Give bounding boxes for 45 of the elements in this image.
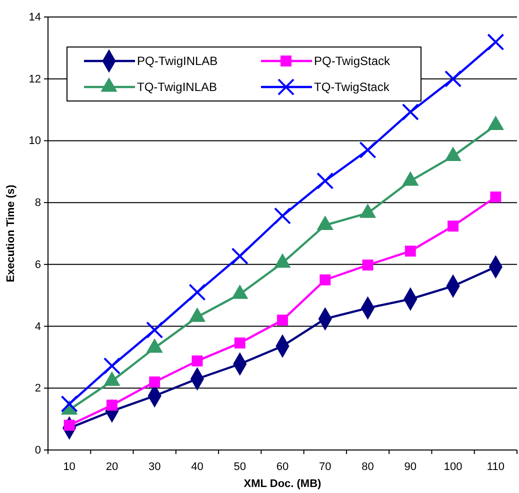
x-tick-label: 90 <box>404 460 417 473</box>
point <box>234 338 246 348</box>
x-tick-label: 100 <box>444 460 462 473</box>
y-tick-label: 10 <box>28 135 41 148</box>
point <box>487 34 504 51</box>
y-tick-label: 14 <box>28 12 41 24</box>
point <box>60 395 78 412</box>
point <box>274 207 292 224</box>
point <box>320 274 331 286</box>
point <box>277 314 288 326</box>
x-tick-label: 30 <box>148 460 161 473</box>
point <box>149 376 160 388</box>
point <box>404 246 416 257</box>
legend-label: PQ-TwigINLAB <box>137 54 218 68</box>
x-axis-title: XML Doc. (MB) <box>244 478 322 490</box>
y-tick-label: 6 <box>34 258 41 271</box>
x-tick-label: 70 <box>319 460 332 473</box>
point <box>316 172 334 190</box>
y-axis-title: Execution Time (s) <box>5 184 17 282</box>
x-tick-label: 40 <box>191 460 204 473</box>
point <box>448 220 459 232</box>
legend-label: TQ-TwigINLAB <box>137 80 218 94</box>
point <box>362 260 374 271</box>
x-tick-label: 20 <box>106 460 118 473</box>
point <box>146 321 164 339</box>
point <box>192 355 203 366</box>
x-tick-label: 60 <box>276 460 289 473</box>
x-tick-label: 10 <box>63 460 76 473</box>
legend-label: TQ-TwigStack <box>314 80 390 94</box>
point <box>103 357 120 374</box>
y-tick-label: 12 <box>28 73 41 86</box>
x-tick-label: 80 <box>362 460 374 473</box>
y-tick-label: 8 <box>34 197 41 210</box>
point <box>188 284 206 301</box>
point <box>359 141 376 159</box>
legend-label: PQ-TwigStack <box>314 54 392 68</box>
y-tick-label: 2 <box>34 382 41 395</box>
x-tick-label: 50 <box>234 460 246 473</box>
x-tick-label: 110 <box>486 460 504 473</box>
point <box>402 103 419 120</box>
point <box>444 70 462 88</box>
point <box>490 192 502 202</box>
y-tick-label: 0 <box>34 444 41 457</box>
y-tick-label: 4 <box>34 320 41 333</box>
point <box>231 248 248 265</box>
